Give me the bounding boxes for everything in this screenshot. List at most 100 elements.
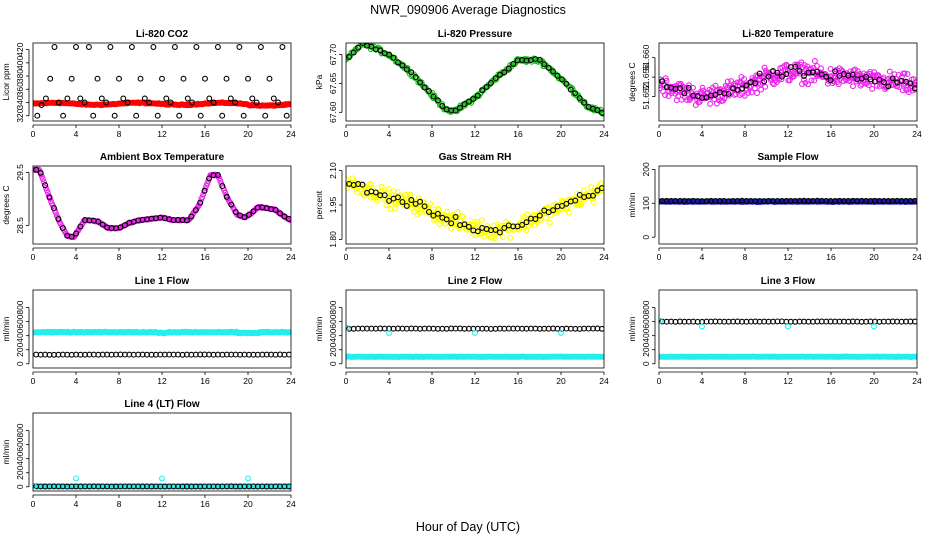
x-tick-label-sampleflow: 16 — [826, 252, 836, 262]
point-rh-avg — [386, 197, 393, 204]
plot-frame-line3 — [658, 289, 918, 369]
plot-frame-co2 — [32, 42, 292, 122]
point-line2-spikes — [558, 329, 564, 336]
y-tick-label-sampleflow: 200 — [641, 162, 651, 176]
point-co2-avg — [236, 44, 243, 50]
point-rh-avg — [381, 192, 388, 199]
point-licortemp-raw — [786, 77, 793, 84]
x-tick-label-sampleflow: 20 — [869, 252, 879, 262]
x-tick-label-line4: 0 — [31, 499, 36, 509]
series-licortemp-raw — [659, 58, 917, 109]
point-pressure-avg — [465, 98, 472, 105]
series-ambtemp-avg — [33, 166, 291, 240]
x-tick-label-co2: 20 — [243, 129, 253, 139]
point-ambtemp-raw — [204, 180, 211, 187]
point-line1-avg — [285, 351, 291, 358]
point-rh-raw — [427, 200, 434, 207]
point-licortemp-avg — [712, 91, 719, 98]
series-co2-avg — [34, 44, 290, 119]
point-co2-avg — [283, 112, 290, 119]
series-line2-spikes — [346, 324, 564, 336]
point-pressure-avg — [426, 88, 432, 94]
y-tick-label-co2: 400 — [15, 55, 25, 69]
point-licortemp-raw — [659, 85, 663, 92]
point-licortemp-raw — [886, 68, 893, 75]
point-line4-spikes — [245, 475, 251, 482]
point-co2-avg — [197, 112, 204, 119]
point-co2-avg — [90, 112, 97, 119]
series-licortemp-avg — [659, 63, 917, 101]
point-pressure-avg — [510, 60, 517, 67]
panel-rh: Gas Stream RH 0 4 8 12 16 20 24 1.80 1.95 2.10 perc… — [314, 152, 609, 262]
point-rh-raw — [507, 234, 514, 241]
point-licortemp-raw — [811, 58, 818, 64]
point-line4-spikes — [159, 475, 165, 482]
x-tick-label-line1: 24 — [286, 376, 296, 386]
y-tick-label-pressure: 67.60 — [328, 101, 338, 123]
point-pressure-avg — [492, 75, 499, 82]
point-licortemp-raw — [827, 65, 834, 72]
point-co2-avg — [98, 95, 105, 102]
point-rh-raw — [385, 185, 392, 192]
point-licortemp-raw — [867, 68, 873, 75]
point-rh-raw — [444, 208, 451, 215]
plot-frame-line1 — [32, 289, 292, 369]
x-tick-label-rh: 0 — [344, 252, 349, 262]
point-ambtemp-avg — [121, 222, 128, 229]
point-co2-avg — [163, 95, 170, 102]
y-tick-label-line1: 200 — [15, 342, 25, 356]
x-tick-label-line2: 12 — [470, 376, 480, 386]
x-tick-label-line2: 16 — [513, 376, 523, 386]
x-tick-label-rh: 24 — [599, 252, 609, 262]
point-ambtemp-avg — [188, 213, 195, 220]
point-line3-raw — [914, 353, 917, 360]
y-axis-label-line1: ml/min — [1, 316, 11, 341]
point-licortemp-avg — [880, 79, 887, 86]
point-rh-raw — [474, 218, 480, 225]
point-co2-avg — [214, 44, 221, 50]
point-licortemp-avg — [885, 83, 892, 90]
x-tick-label-line4: 24 — [286, 499, 296, 509]
point-licortemp-avg — [783, 71, 790, 77]
series-ambtemp-raw — [33, 166, 291, 241]
point-pressure-avg — [501, 69, 508, 76]
x-tick-label-pressure: 0 — [344, 129, 349, 139]
point-rh-avg — [594, 187, 601, 194]
point-ambtemp-avg — [197, 199, 204, 206]
plot-frame-rh — [345, 165, 605, 245]
panel-title-line3: Line 3 Flow — [761, 276, 816, 287]
point-rh-raw — [590, 199, 597, 206]
point-pressure-avg — [452, 107, 459, 114]
figure-title: NWR_090906 Average Diagnostics — [370, 3, 566, 17]
point-licortemp-avg — [677, 85, 683, 92]
point-co2-avg — [232, 99, 239, 106]
point-co2-avg — [159, 75, 165, 82]
y-tick-label-licortemp: 51.660 — [641, 44, 651, 70]
point-rh-avg — [461, 221, 468, 228]
panel-sampleflow: Sample Flow 0 4 8 12 16 20 24 0 100 200 ml/min — [627, 152, 922, 262]
point-pressure-avg — [488, 80, 494, 86]
x-tick-label-ambtemp: 8 — [117, 252, 122, 262]
point-rh-avg — [448, 220, 455, 227]
x-tick-label-pressure: 4 — [387, 129, 392, 139]
point-ambtemp-avg — [51, 205, 57, 212]
point-licortemp-avg — [752, 80, 759, 87]
point-pressure-avg — [496, 71, 503, 78]
point-rh-raw — [525, 216, 531, 223]
point-co2-avg — [202, 75, 208, 82]
point-licortemp-raw — [686, 82, 692, 89]
series-line2-avg — [346, 325, 604, 332]
x-tick-label-line4: 20 — [243, 499, 253, 509]
point-line3-avg — [911, 318, 917, 325]
x-tick-label-licortemp: 12 — [783, 129, 793, 139]
point-licortemp-raw — [741, 92, 748, 99]
point-rh-avg — [443, 216, 450, 223]
plot-area-line1 — [33, 328, 291, 358]
point-ambtemp-avg — [232, 209, 239, 216]
point-co2-avg — [68, 75, 75, 82]
point-ambtemp-avg — [59, 225, 66, 232]
point-rh-avg — [576, 191, 583, 198]
point-ambtemp-avg — [46, 194, 53, 201]
